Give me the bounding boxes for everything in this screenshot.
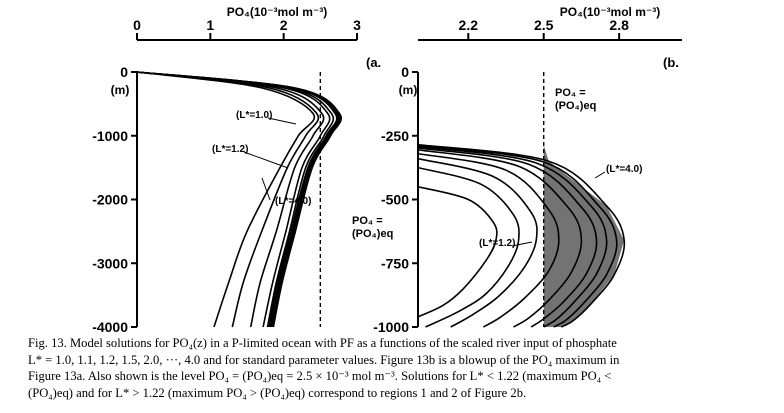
x-tick-label: 2.2 (459, 17, 479, 33)
curve-annotation: (L*=1.2) (479, 238, 515, 249)
y-tick-label: -1000 (92, 128, 128, 144)
panel-label: (b. (663, 55, 679, 70)
reference-label: (PO₄)eq (352, 228, 393, 240)
y-axis-label: (m) (399, 83, 418, 97)
caption-line: Figure 13a. Also shown is the level PO₄ … (28, 369, 612, 383)
panel-a: 0 1 2 3 PO₄(10⁻³mol m⁻³) 0 -1000 -2000 -3000 -400… (92, 5, 393, 335)
x-tick-label: 0 (133, 17, 141, 33)
x-tick-label: 2 (280, 17, 288, 33)
caption-line: Fig. 13. Model solutions for PO₄(z) in a… (28, 336, 617, 350)
x-axis-label: PO₄(10⁻³mol m⁻³) (560, 5, 660, 19)
series-line (136, 71, 342, 328)
series-line (418, 186, 498, 318)
caption-line: L* = 1.0, 1.1, 1.2, 1.5, 2.0, ···, 4.0 a… (28, 352, 620, 367)
shaded-region (543, 144, 625, 327)
series-line (136, 71, 316, 328)
annotation-leader (594, 171, 606, 179)
annotation-leader (243, 151, 289, 169)
curve-annotation: (L*=1.0) (236, 110, 272, 121)
annotation-leader (261, 177, 271, 201)
y-tick-label: 0 (401, 64, 409, 80)
reference-label: (PO₄)eq (555, 100, 596, 112)
series-line (136, 71, 325, 328)
x-tick-label: 2.5 (534, 17, 554, 33)
x-tick-label: 3 (353, 17, 361, 33)
y-tick-label: -2000 (92, 192, 128, 208)
annotation-leader (511, 241, 533, 247)
y-tick-label: -4000 (92, 319, 128, 335)
figure-caption: Fig. 13. Model solutions for PO₄(z) in a… (28, 335, 768, 401)
y-tick-label: -1000 (373, 319, 409, 335)
y-tick-label: 0 (120, 64, 128, 80)
series-line (418, 166, 520, 328)
y-tick-label: -3000 (92, 255, 128, 271)
panel-label: (a. (366, 55, 381, 70)
curve-annotation: (L*=4.0) (275, 196, 311, 207)
x-tick-label: 2.8 (609, 17, 629, 33)
y-tick-label: -750 (381, 255, 409, 271)
series-line (136, 71, 320, 328)
x-axis-label: PO₄(10⁻³mol m⁻³) (227, 5, 327, 19)
curve-annotation: (L*=4.0) (606, 164, 642, 175)
y-tick-label: -500 (381, 192, 409, 208)
caption-line: (PO₄)eq) and for L* > 1.22 (maximum PO₄ … (28, 385, 527, 400)
x-tick-label: 1 (206, 17, 214, 33)
y-tick-label: -250 (381, 128, 409, 144)
figure: 0 1 2 3 PO₄(10⁻³mol m⁻³) 0 -1000 -2000 -3000 -400… (92, 5, 682, 335)
y-axis-label: (m) (111, 83, 130, 97)
reference-label: PO₄ = (555, 87, 586, 99)
curve-annotation: (L*=1.2) (212, 144, 248, 155)
reference-label: PO₄ = (352, 215, 383, 227)
annotation-leader (267, 117, 297, 125)
series-line (418, 157, 538, 328)
